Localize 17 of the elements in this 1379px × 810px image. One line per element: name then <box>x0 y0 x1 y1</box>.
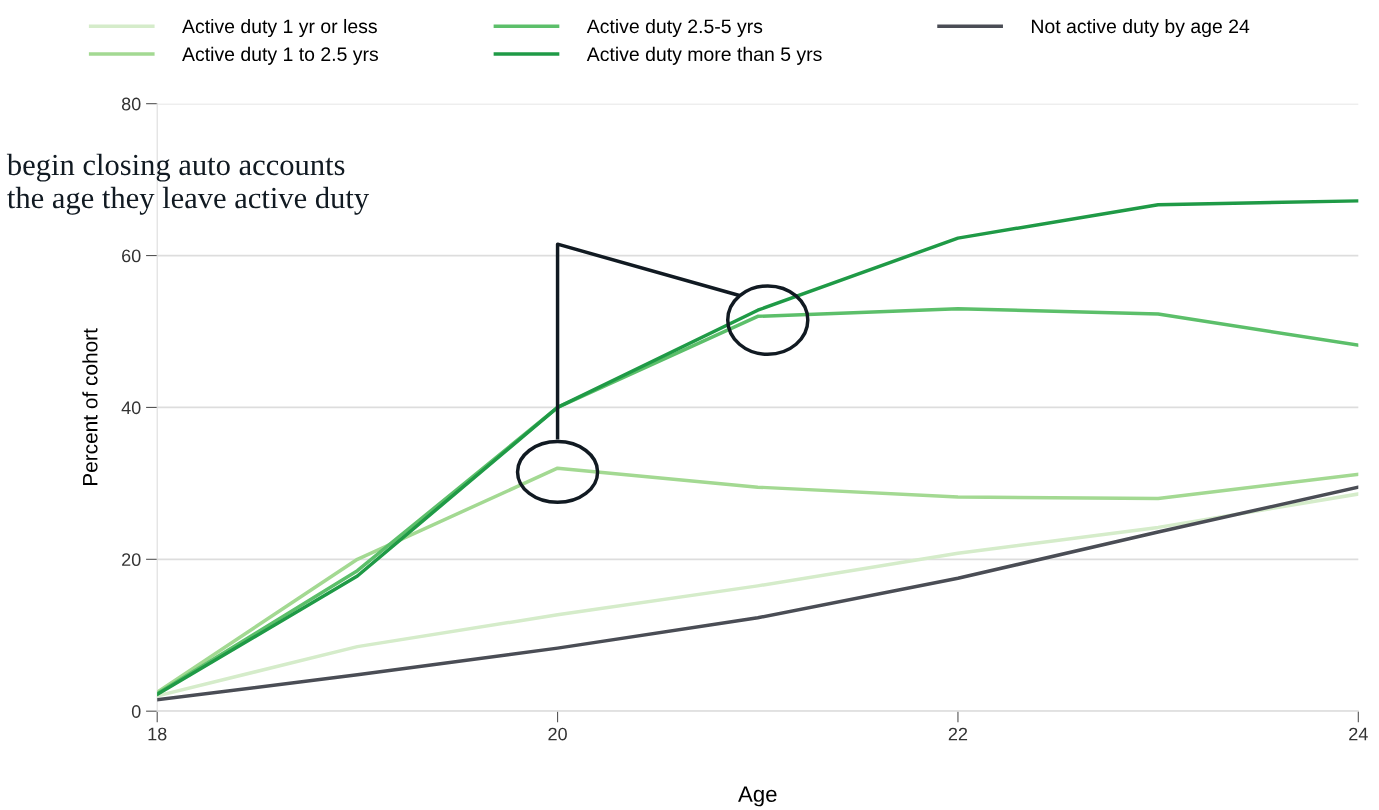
y-tick-label: 0 <box>131 705 141 718</box>
legend-label: Active duty more than 5 yrs <box>586 46 822 65</box>
x-tick-label: 24 <box>1349 727 1368 741</box>
y-tick-label: 60 <box>122 249 141 263</box>
y-tick-label: 80 <box>121 97 141 111</box>
x-tick-label: 20 <box>548 727 567 741</box>
x-tick-label: 18 <box>148 727 167 741</box>
y-axis-title: Percent of cohort <box>82 328 98 486</box>
legend-label: Active duty 1 to 2.5 yrs <box>182 46 379 65</box>
annotation: begin closing auto accounts the age they leave active duty <box>6 153 370 215</box>
y-tick-label: 20 <box>122 553 141 567</box>
x-axis-title: Age <box>738 786 777 807</box>
y-tick-label: 40 <box>121 401 141 415</box>
legend-label: Active duty 2.5-5 yrs <box>586 18 763 38</box>
legend-label: Active duty 1 yr or less <box>182 18 377 38</box>
legend-label: Not active duty by age 24 <box>1031 18 1250 38</box>
x-tick-label: 22 <box>948 727 968 741</box>
